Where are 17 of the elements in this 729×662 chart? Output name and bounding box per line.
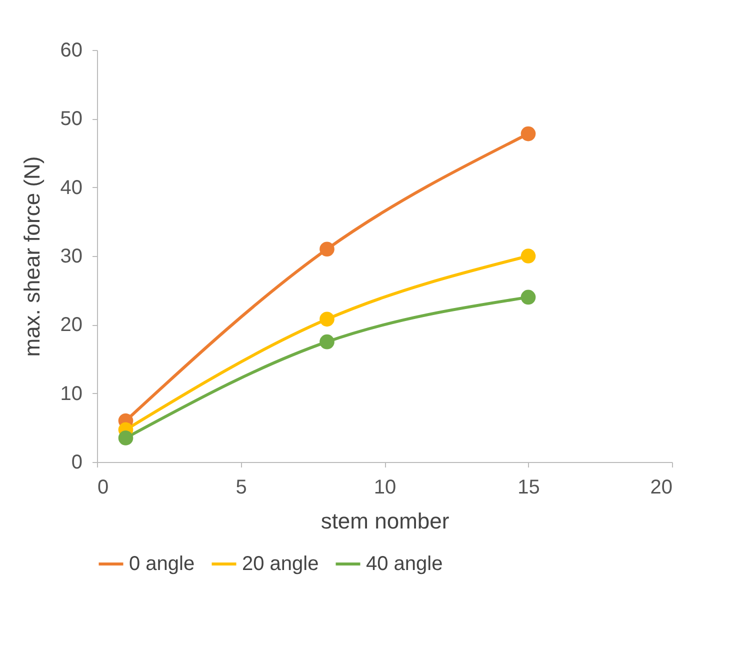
legend-label: 40 angle: [366, 553, 443, 575]
y-tick-label: 40: [60, 176, 82, 199]
x-tick-label: 15: [518, 476, 540, 498]
x-tick-label: 20: [650, 476, 672, 498]
x-tick-label: 10: [374, 476, 396, 498]
y-axis-title: max. shear force (N): [19, 156, 44, 357]
legend-label: 20 angle: [242, 553, 319, 575]
x-axis-title: stem nomber: [320, 508, 450, 534]
legend-label: 0 angle: [129, 553, 195, 575]
y-tick-label: 0: [71, 452, 82, 474]
x-tick-label: 5: [236, 476, 247, 498]
y-tick-label: 50: [60, 108, 82, 130]
y-tick-label: 20: [60, 314, 82, 336]
y-tick-label: 10: [60, 382, 82, 405]
x-tick-label: 0: [98, 476, 109, 498]
y-tick-label: 30: [60, 246, 82, 268]
y-tick-label: 60: [60, 40, 82, 62]
